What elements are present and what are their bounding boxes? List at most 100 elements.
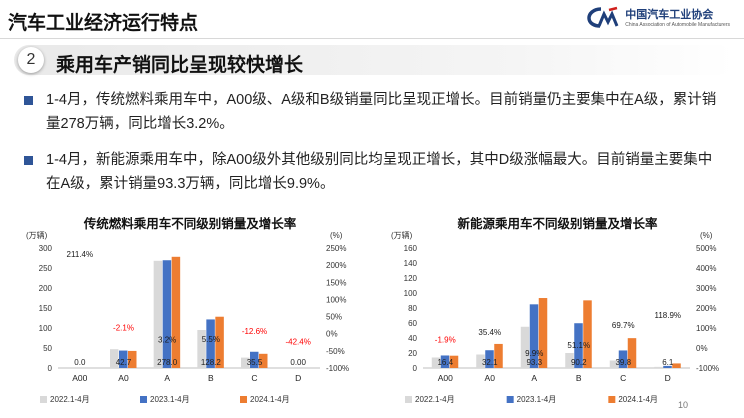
y2-tick-label: 500% bbox=[696, 244, 716, 253]
bar-2023 bbox=[663, 365, 672, 368]
y2-tick-label: 400% bbox=[696, 264, 716, 273]
legend-swatch bbox=[40, 396, 47, 403]
x-tick-label: C bbox=[620, 373, 626, 383]
x-tick-label: A00 bbox=[72, 373, 87, 383]
y2-tick-label: -50% bbox=[326, 347, 345, 356]
logo: 中国汽车工业协会 China Association of Automobile… bbox=[587, 6, 730, 28]
bar-2024 bbox=[672, 363, 681, 368]
legend-swatch bbox=[506, 396, 514, 403]
bar-2024 bbox=[449, 355, 459, 368]
legend-swatch bbox=[240, 396, 247, 403]
y2-tick-label: 300% bbox=[696, 284, 716, 293]
y2-tick-label: 0% bbox=[326, 330, 338, 339]
y2-tick-label: -100% bbox=[696, 364, 719, 373]
bar-2022 bbox=[241, 357, 250, 368]
bar-value-label: 0.00 bbox=[290, 358, 306, 367]
section-title: 乘用车产销同比呈现较快增长 bbox=[56, 55, 304, 76]
bar-2023 bbox=[574, 323, 583, 368]
y-tick-label: 140 bbox=[404, 259, 418, 268]
bar-2024 bbox=[128, 350, 137, 368]
legend-label: 2022.1-4月 bbox=[415, 395, 455, 404]
growth-rate-label: -42.4% bbox=[285, 337, 310, 346]
y-axis-label: (万辆) bbox=[26, 230, 48, 240]
bar-value-label: 0.0 bbox=[74, 358, 86, 367]
bullet-point: 1-4月，新能源乘用车中，除A00级外其他级别同比均呈现正增长，其中D级涨幅最大… bbox=[24, 148, 724, 196]
growth-rate-label: 211.4% bbox=[67, 250, 94, 259]
growth-rate-label: 9.9% bbox=[525, 349, 543, 358]
y-tick-label: 150 bbox=[39, 304, 53, 313]
y2-tick-label: -100% bbox=[326, 364, 349, 373]
bar-value-label: 16.4 bbox=[437, 358, 453, 367]
bar-2023 bbox=[440, 355, 450, 368]
bar-value-label: 39.8 bbox=[615, 358, 631, 367]
y-tick-label: 100 bbox=[39, 324, 53, 333]
bar-value-label: 90.2 bbox=[571, 358, 587, 367]
legend-label: 2023.1-4月 bbox=[150, 395, 190, 404]
bar-2024 bbox=[627, 338, 637, 368]
legend-swatch bbox=[405, 396, 412, 403]
y-tick-label: 40 bbox=[408, 334, 417, 343]
growth-rate-label: 35.4% bbox=[478, 328, 501, 337]
y-tick-label: 0 bbox=[48, 364, 53, 373]
y2-tick-label: 250% bbox=[326, 244, 346, 253]
chart-traditional-fuel: 传统燃料乘用车不同级别销量及增长率 (万辆) (%) 0 50 100 150 200 250 3… bbox=[26, 216, 349, 404]
bar-2024 bbox=[583, 300, 592, 368]
bar-value-label: 32.1 bbox=[482, 358, 498, 367]
growth-rate-label: 69.7% bbox=[612, 321, 635, 330]
y2-axis-label: (%) bbox=[700, 231, 713, 240]
bar-2022 bbox=[520, 326, 530, 368]
bar-2024 bbox=[215, 316, 224, 368]
bar-2024 bbox=[538, 298, 548, 368]
legend-label: 2024.1-4月 bbox=[618, 395, 658, 404]
bar-2022 bbox=[153, 260, 163, 368]
bar-2023 bbox=[206, 319, 215, 368]
logo-name-en: China Association of Automobile Manufact… bbox=[625, 22, 730, 28]
legend-label: 2024.1-4月 bbox=[250, 395, 290, 404]
bar-2024 bbox=[494, 343, 503, 368]
x-tick-label: A0 bbox=[118, 373, 129, 383]
chart-new-energy: 新能源乘用车不同级别销量及增长率 (万辆) (%) 0 20 40 60 80 100 120 14… bbox=[391, 216, 719, 404]
y2-tick-label: 100% bbox=[326, 295, 346, 304]
bar-2022 bbox=[476, 354, 485, 368]
bar-2022 bbox=[197, 330, 206, 368]
x-tick-label: A bbox=[164, 373, 170, 383]
bar-2023 bbox=[485, 350, 494, 368]
logo-name-cn: 中国汽车工业协会 bbox=[625, 9, 714, 21]
title-divider bbox=[0, 38, 744, 39]
bar-2024 bbox=[259, 353, 268, 368]
x-tick-label: C bbox=[251, 373, 257, 383]
x-tick-label: A bbox=[531, 373, 537, 383]
y-tick-label: 80 bbox=[408, 304, 417, 313]
bullet-square-icon bbox=[24, 96, 33, 105]
bar-2022 bbox=[431, 357, 441, 368]
legend-label: 2023.1-4月 bbox=[517, 395, 557, 404]
y2-axis-label: (%) bbox=[330, 231, 343, 240]
bar-2023 bbox=[250, 351, 259, 368]
y-tick-label: 250 bbox=[39, 264, 53, 273]
bar-2024 bbox=[171, 256, 181, 368]
y-tick-label: 0 bbox=[413, 364, 418, 373]
x-tick-label: D bbox=[295, 373, 301, 383]
bullet-text: 1-4月，新能源乘用车中，除A00级外其他级别同比均呈现正增长，其中D级涨幅最大… bbox=[46, 152, 713, 192]
section-header-bar bbox=[14, 45, 734, 75]
bar-value-label: 128.2 bbox=[201, 358, 222, 367]
bar-2022 bbox=[110, 349, 119, 368]
growth-rate-label: 3.2% bbox=[158, 336, 176, 345]
y-axis-label: (万辆) bbox=[391, 230, 413, 240]
y2-tick-label: 200% bbox=[326, 261, 346, 270]
bar-2023 bbox=[119, 350, 128, 368]
y-tick-label: 20 bbox=[408, 349, 417, 358]
chart-title: 新能源乘用车不同级别销量及增长率 bbox=[457, 216, 658, 231]
y-tick-label: 120 bbox=[404, 274, 418, 283]
legend-label: 2022.1-4月 bbox=[50, 395, 90, 404]
y-tick-label: 50 bbox=[43, 344, 52, 353]
x-tick-label: B bbox=[208, 373, 214, 383]
y2-tick-label: 50% bbox=[326, 313, 342, 322]
growth-rate-label: 51.1% bbox=[567, 341, 590, 350]
bullet-point: 1-4月，传统燃料乘用车中，A00级、A级和B级销量同比呈现正增长。目前销量仍主… bbox=[24, 88, 724, 136]
chart-title: 传统燃料乘用车不同级别销量及增长率 bbox=[83, 216, 297, 231]
growth-rate-label: 118.9% bbox=[654, 311, 681, 320]
y-tick-label: 160 bbox=[404, 244, 418, 253]
y-tick-label: 200 bbox=[39, 284, 53, 293]
x-tick-label: A00 bbox=[438, 373, 453, 383]
